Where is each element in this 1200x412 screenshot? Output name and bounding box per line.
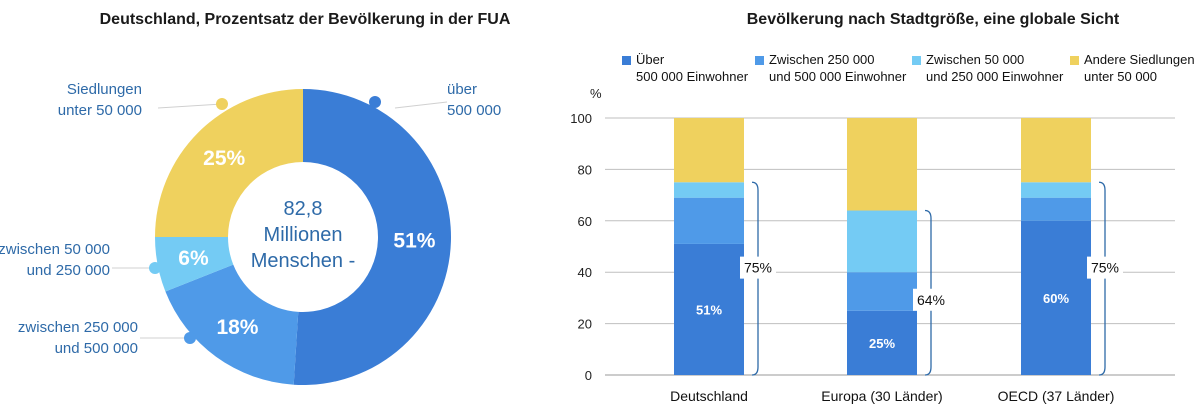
donut-pct-label-1: 18%	[216, 316, 258, 339]
x-category-labels: Deutschland Europa (30 Länder) OECD (37 Lä…	[670, 388, 1114, 404]
bracket-label-1: 64%	[917, 292, 945, 308]
bar-1-segment-2	[847, 210, 917, 273]
bar-segments	[674, 118, 1091, 375]
y-tick-1: 20	[578, 317, 592, 332]
donut-slice-3	[155, 89, 303, 237]
bar-value-label-2: 60%	[1043, 291, 1069, 306]
bracket-label-bg-2	[1087, 256, 1123, 279]
bar-value-labels: 51% 25% 60%	[696, 291, 1069, 351]
bracket-label-bg-0	[740, 256, 776, 279]
bar-0-segment-0	[674, 243, 744, 375]
legend-swatch-1	[755, 56, 764, 65]
bar-0-segment-2	[674, 182, 744, 198]
donut-slice-1	[165, 264, 299, 385]
bar-1-segment-1	[847, 272, 917, 311]
legend-label-3: Andere Siedlungen unter 50 000	[1084, 52, 1195, 84]
y-tick-2: 40	[578, 265, 592, 280]
bar-2-segment-0	[1021, 220, 1091, 375]
donut-leader-dot-1	[184, 332, 196, 344]
legend-swatch-0	[622, 56, 631, 65]
donut-leader-lines	[112, 96, 448, 344]
y-tick-5: 100	[570, 111, 592, 126]
bar-value-label-1: 25%	[869, 336, 895, 351]
bracket-label-0: 75%	[744, 260, 772, 276]
x-category-1: Europa (30 Länder)	[821, 388, 942, 404]
donut-leader-dot-2	[149, 262, 161, 274]
bar-brackets: 75% 64% 75%	[740, 181, 1123, 376]
donut-center-line-2: Menschen -	[251, 250, 356, 272]
legend-swatch-2	[912, 56, 921, 65]
donut-leader-dot-3	[216, 98, 228, 110]
legend-label-2: Zwischen 50 000 und 250 000 Einwohner	[926, 52, 1064, 84]
y-axis-unit: %	[590, 86, 602, 101]
donut-slices	[155, 89, 452, 385]
donut-center-line-0: 82,8	[284, 198, 323, 220]
bracket-label-bg-1	[913, 288, 949, 311]
bar-2-segment-3	[1021, 118, 1091, 183]
bar-0-segment-3	[674, 118, 744, 183]
y-tick-0: 0	[585, 368, 592, 383]
donut-title: Deutschland, Prozentsatz der Bevölkerung…	[100, 11, 511, 28]
donut-leader-3	[157, 103, 223, 109]
bar-1-segment-0	[847, 310, 917, 375]
bar-2-segment-1	[1021, 197, 1091, 221]
y-tick-4: 80	[578, 162, 592, 177]
bar-title: Bevölkerung nach Stadtgröße, eine global…	[747, 11, 1120, 28]
donut-category-labels: über 500 000 zwischen 250 000 und 500 000 zw…	[0, 81, 501, 357]
bar-legend: Über 500 000 Einwohner Zwischen 250 000 und…	[622, 52, 1195, 84]
x-category-0: Deutschland	[670, 388, 748, 404]
donut-leader-dot-0	[369, 96, 381, 108]
y-tick-labels: 0 20 40 60 80 100	[570, 111, 592, 383]
legend-label-1: Zwischen 250 000 und 500 000 Einwohner	[769, 52, 907, 84]
bar-0-segment-1	[674, 197, 744, 244]
donut-label-1: zwischen 250 000 und 500 000	[18, 319, 138, 357]
donut-label-0: über 500 000	[447, 81, 501, 119]
legend-swatch-3	[1070, 56, 1079, 65]
donut-center-text: 82,8 Millionen Menschen -	[251, 198, 356, 272]
donut-leader-0	[394, 101, 448, 109]
donut-percent-labels: 51% 18% 6% 25%	[178, 147, 435, 339]
donut-label-3: Siedlungen unter 50 000	[58, 81, 142, 119]
bar-1-segment-3	[847, 118, 917, 211]
donut-label-2: zwischen 50 000 und 250 000	[0, 241, 110, 279]
donut-slice-2	[155, 237, 234, 292]
donut-chart: Deutschland, Prozentsatz der Bevölkerung…	[0, 11, 511, 385]
donut-pct-label-2: 6%	[178, 247, 209, 270]
x-category-2: OECD (37 Länder)	[998, 388, 1115, 404]
legend-label-0: Über 500 000 Einwohner	[636, 52, 749, 84]
bar-value-label-0: 51%	[696, 302, 722, 317]
bracket-label-2: 75%	[1091, 260, 1119, 276]
donut-slice-0	[293, 89, 452, 385]
y-tick-3: 60	[578, 214, 592, 229]
donut-pct-label-0: 51%	[393, 230, 435, 253]
donut-center-line-1: Millionen	[264, 224, 343, 246]
bar-2-segment-2	[1021, 182, 1091, 198]
donut-pct-label-3: 25%	[203, 147, 245, 170]
